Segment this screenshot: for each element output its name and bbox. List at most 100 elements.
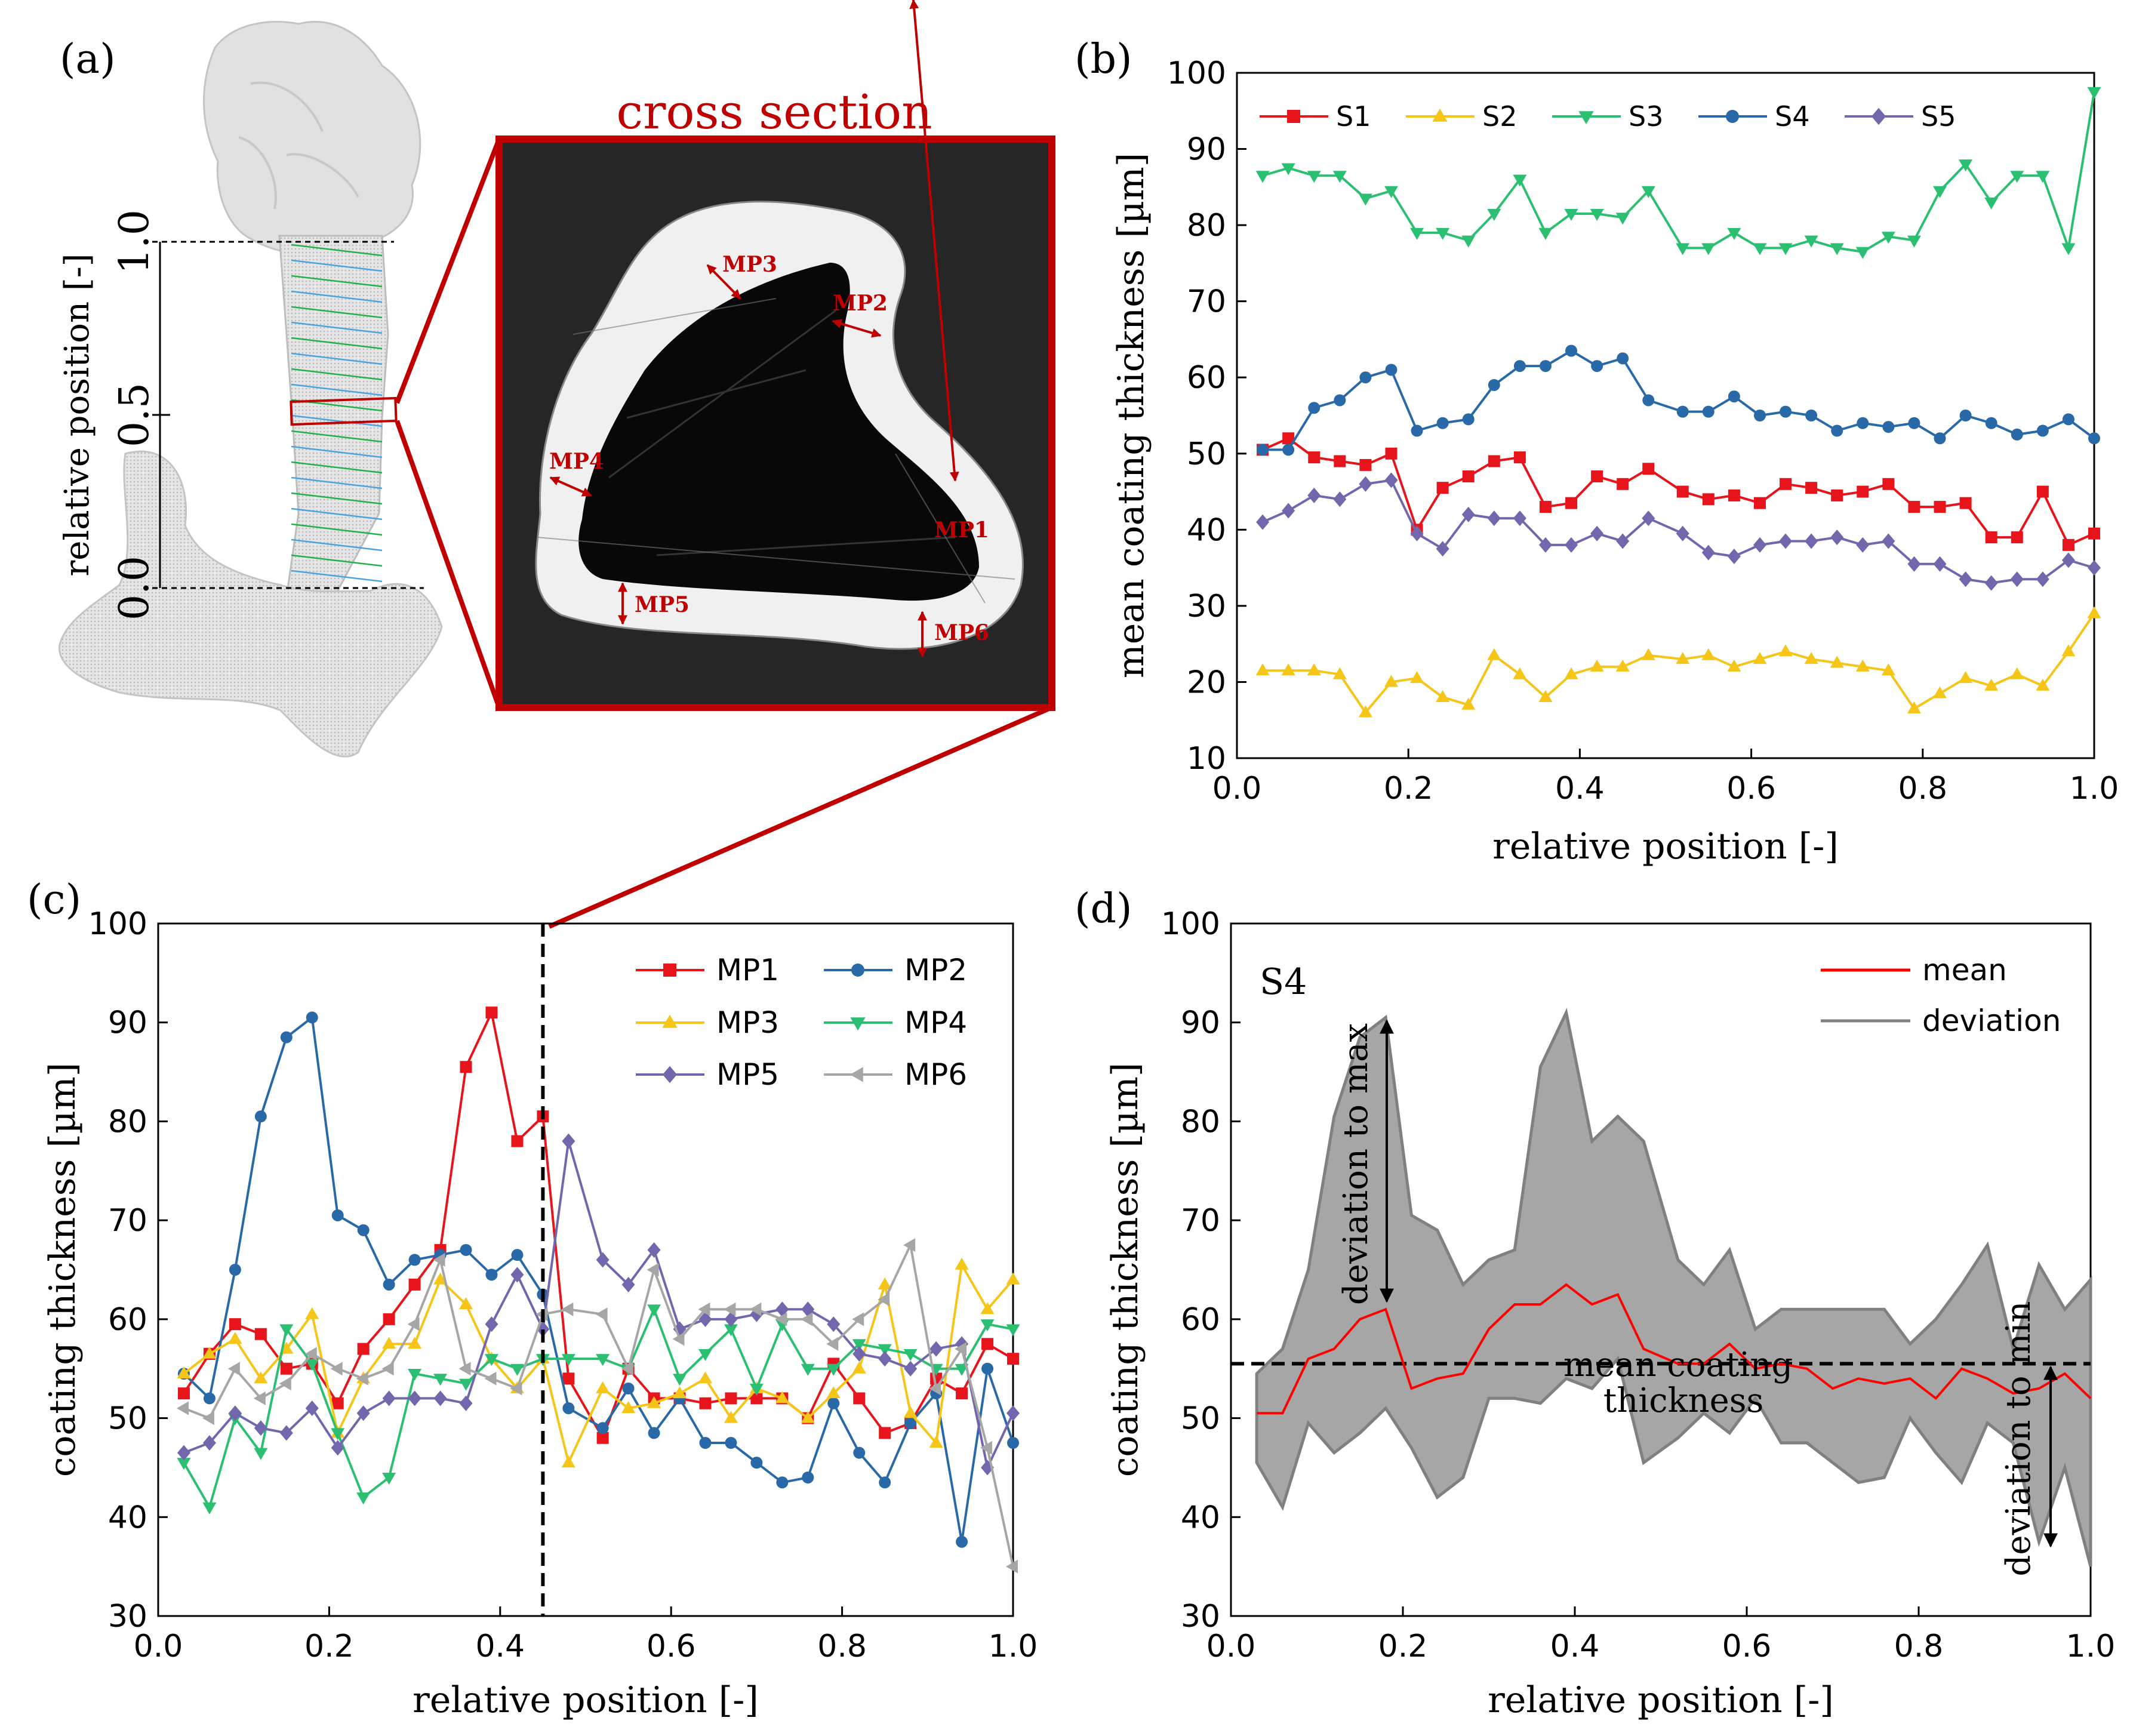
data-point-MP3 [801, 1411, 815, 1423]
data-point-MP3 [826, 1386, 841, 1399]
data-point-S4 [2011, 428, 2023, 441]
data-point-S1 [1959, 497, 1972, 509]
data-point-S3 [1615, 213, 1630, 225]
data-point-S3 [1538, 227, 1553, 240]
data-point-MP2 [699, 1437, 712, 1449]
data-point-MP4 [826, 1363, 841, 1376]
data-point-S4 [1359, 371, 1372, 384]
data-point-MP3 [459, 1297, 473, 1309]
data-point-S2 [1855, 659, 1870, 672]
x-tick-label: 0.8 [817, 1629, 867, 1664]
legend-marker-MP6 [849, 1067, 863, 1082]
x-tick-label: 1.0 [2066, 1629, 2116, 1664]
x-tick-label: 0.2 [1378, 1629, 1428, 1664]
data-point-MP6 [826, 1337, 839, 1351]
legend-marker-MP3 [662, 1014, 678, 1028]
data-point-MP1 [254, 1328, 267, 1340]
data-point-S1 [1676, 485, 1689, 498]
data-point-S5 [1959, 571, 1972, 587]
y-tick-label: 30 [1187, 589, 1226, 624]
data-point-MP2 [776, 1476, 789, 1489]
y-tick-label: 80 [108, 1104, 147, 1140]
data-point-S1 [1334, 455, 1346, 467]
data-point-MP4 [459, 1378, 473, 1391]
data-point-S4 [1565, 344, 1578, 357]
x-tick-label: 0.8 [1894, 1629, 1944, 1664]
y-tick-label: 70 [1181, 1203, 1220, 1239]
data-point-MP5 [202, 1435, 216, 1451]
data-point-MP1 [460, 1061, 472, 1073]
cross-section-title: cross section [616, 84, 932, 140]
data-point-MP3 [929, 1436, 943, 1448]
data-point-S2 [1281, 663, 1295, 676]
data-point-MP5 [254, 1420, 267, 1436]
data-point-S1 [1642, 463, 1655, 475]
legend-marker-MP1 [663, 964, 676, 977]
data-point-S5 [1256, 514, 1270, 530]
x-tick-label: 1.0 [989, 1629, 1038, 1664]
data-point-MP3 [724, 1411, 738, 1423]
data-point-MP3 [228, 1332, 242, 1344]
bone-base [59, 450, 443, 758]
data-point-S2 [1641, 648, 1655, 660]
y-tick-label: 100 [88, 906, 147, 942]
mp5-label: MP5 [635, 592, 690, 617]
legend-label-S1: S1 [1336, 100, 1371, 133]
data-point-MP6 [458, 1362, 471, 1376]
data-point-S5 [2088, 560, 2101, 576]
data-point-S4 [2062, 413, 2074, 426]
legend-label-S2: S2 [1482, 100, 1517, 133]
panel-b-ylabel: mean coating thickness [µm] [1110, 153, 1152, 678]
y-tick-label: 60 [1187, 360, 1226, 396]
data-point-S1 [1857, 485, 1869, 498]
legend-label-S4: S4 [1775, 100, 1809, 133]
data-point-S3 [1410, 227, 1424, 240]
data-point-S2 [1487, 648, 1501, 660]
data-point-S1 [1308, 451, 1321, 464]
x-tick-label: 1.0 [2070, 771, 2119, 807]
legend-label-MP4: MP4 [904, 1005, 967, 1040]
data-point-MP6 [595, 1307, 608, 1322]
data-point-MP2 [408, 1254, 421, 1266]
legend-label-MP3: MP3 [716, 1005, 779, 1040]
y-tick-label: 70 [108, 1203, 147, 1239]
data-point-MP1 [725, 1392, 737, 1405]
legend-marker-MP2 [851, 964, 864, 977]
deviation-max-label: deviation to max [1337, 1023, 1375, 1305]
data-point-S5 [1565, 537, 1578, 553]
data-point-S2 [1959, 671, 1973, 684]
data-point-MP3 [596, 1381, 610, 1393]
data-point-MP2 [306, 1011, 318, 1024]
data-point-S5 [2010, 571, 2024, 587]
data-point-MP6 [672, 1332, 685, 1346]
panel-c-ylabel: coating thickness [µm] [42, 1063, 84, 1477]
data-point-S5 [1676, 525, 1689, 541]
panel-d-plot-area [1230, 922, 2092, 1617]
data-point-S4 [1780, 405, 1792, 418]
data-point-S4 [1831, 424, 1843, 437]
x-tick-label: 0.0 [1212, 771, 1262, 807]
data-point-S4 [1436, 417, 1449, 429]
data-point-MP4 [561, 1354, 575, 1366]
data-point-S5 [1727, 548, 1741, 564]
y-tick-label: 40 [1187, 512, 1226, 548]
data-point-S4 [1257, 444, 1269, 456]
y-tick-label: 90 [1187, 132, 1226, 168]
data-point-S4 [1488, 378, 1500, 391]
data-point-MP6 [381, 1362, 394, 1376]
mp4-label: MP4 [549, 449, 604, 474]
panel-c-chart: (c) 0.0 0.2 0.4 0.6 0.8 1.030405060708090100 … [27, 876, 1038, 1721]
data-point-MP2 [254, 1110, 267, 1123]
data-point-S2 [1778, 644, 1793, 657]
data-point-MP3 [408, 1337, 422, 1349]
data-point-MP1 [596, 1432, 609, 1444]
data-point-MP3 [621, 1401, 636, 1413]
data-point-S1 [2011, 531, 2023, 544]
y-tick-label: 20 [1187, 664, 1226, 700]
data-point-S5 [1984, 575, 1998, 591]
data-point-S1 [1436, 482, 1449, 494]
data-point-MP3 [878, 1277, 892, 1289]
data-point-MP1 [408, 1278, 421, 1291]
data-point-MP6 [279, 1377, 291, 1391]
data-point-MP3 [673, 1386, 687, 1399]
